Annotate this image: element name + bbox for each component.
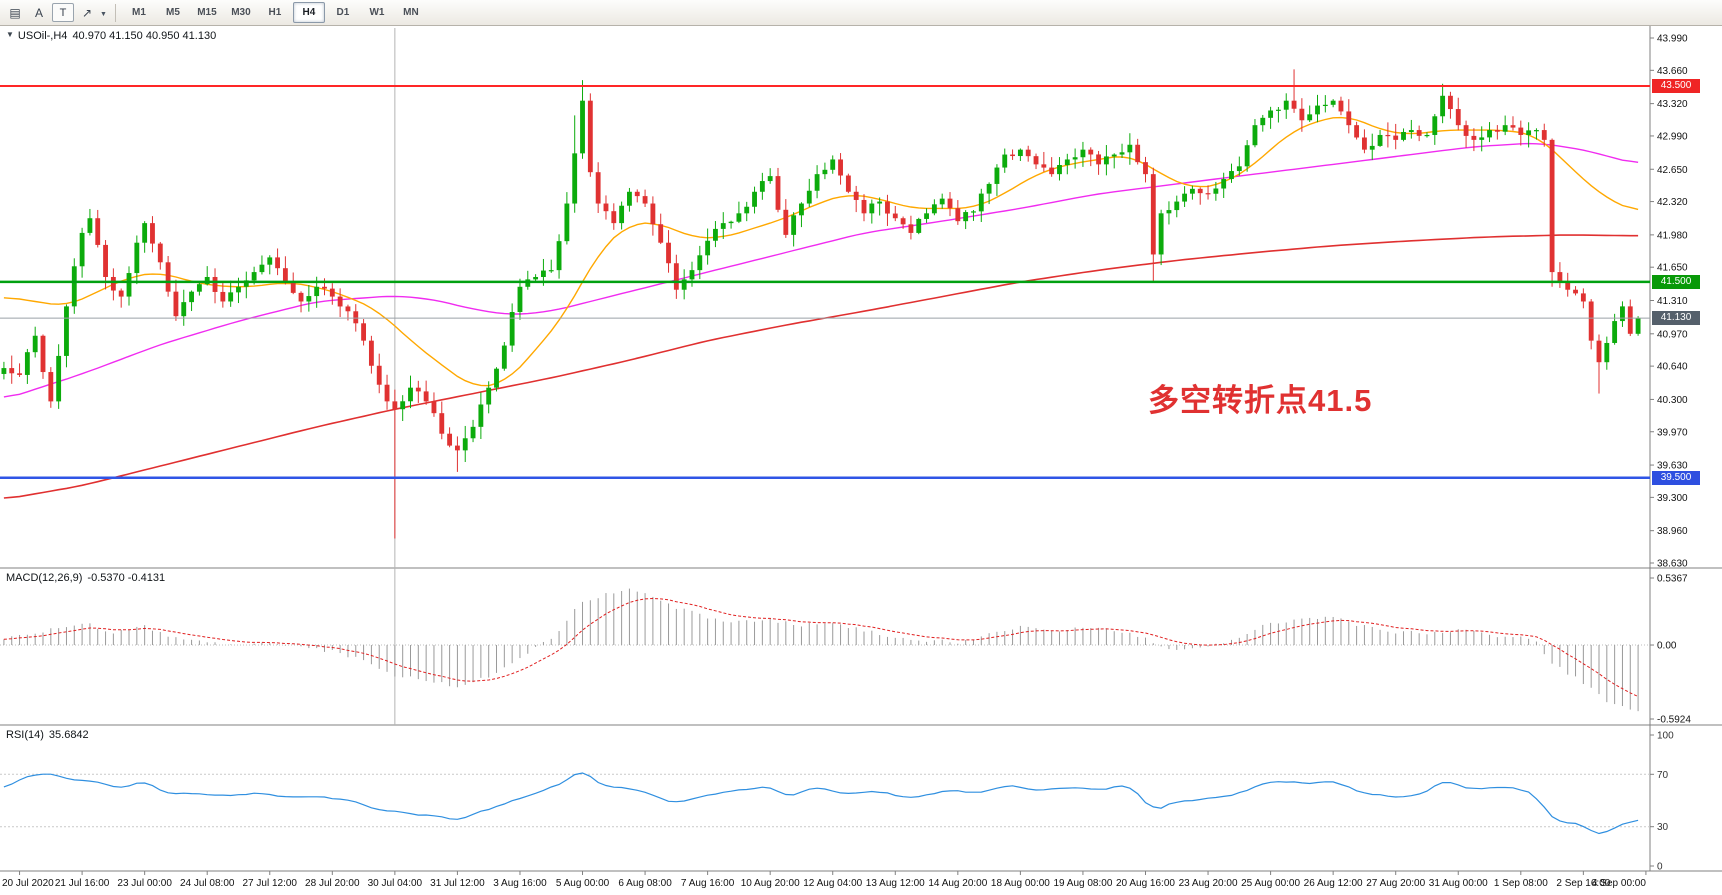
- svg-text:100: 100: [1657, 731, 1674, 742]
- price-marker-41.500: 41.500: [1652, 274, 1700, 289]
- rsi-line: [3, 772, 1639, 835]
- svg-text:30 Jul 04:00: 30 Jul 04:00: [368, 878, 423, 889]
- text-tool-button[interactable]: A: [34, 5, 43, 20]
- chart-grid-icon[interactable]: ▤: [9, 5, 21, 20]
- timeframe-button-m30[interactable]: M30: [231, 7, 251, 18]
- ohlc-values: 40.970 41.150 40.950 41.130: [72, 30, 217, 42]
- svg-text:0.5367: 0.5367: [1657, 574, 1688, 585]
- svg-text:10 Aug 20:00: 10 Aug 20:00: [741, 878, 800, 889]
- timeframe-toolbar: M1 M5 M15 M30 H1 H4 D1 W1 MN: [123, 2, 427, 23]
- macd-signal-line: [3, 597, 1639, 697]
- timeframe-button-w1[interactable]: W1: [369, 7, 385, 18]
- macd-label: MACD(12,26,9) -0.5370 -0.4131: [6, 572, 165, 584]
- svg-text:28 Jul 20:00: 28 Jul 20:00: [305, 878, 360, 889]
- timeframe-button-mn[interactable]: MN: [403, 7, 419, 18]
- candles: [1, 69, 1641, 539]
- svg-text:14 Aug 20:00: 14 Aug 20:00: [928, 878, 987, 889]
- svg-text:19 Aug 08:00: 19 Aug 08:00: [1053, 878, 1112, 889]
- svg-text:4 Sep 00:00: 4 Sep 00:00: [1592, 878, 1646, 889]
- svg-text:41.980: 41.980: [1657, 230, 1688, 241]
- chart-toolbar: ▤ A T ↗ ▼ M1 M5 M15 M30 H1 H4 D1 W1 MN: [0, 0, 1722, 26]
- rsi-panel: [0, 772, 1650, 835]
- svg-text:23 Aug 20:00: 23 Aug 20:00: [1179, 878, 1238, 889]
- svg-text:20 Jul 2020: 20 Jul 2020: [2, 878, 54, 889]
- rsi-scale[interactable]: 100 70 30 0: [1650, 731, 1674, 873]
- rsi-label: RSI(14) 35.6842: [6, 729, 89, 741]
- price-marker-39.500: 39.500: [1652, 470, 1700, 485]
- toolbar-separator: [114, 3, 116, 22]
- svg-text:20 Aug 16:00: 20 Aug 16:00: [1116, 878, 1175, 889]
- rsi-indicator-values: 35.6842: [48, 729, 89, 741]
- svg-text:23 Jul 00:00: 23 Jul 00:00: [117, 878, 172, 889]
- svg-text:26 Aug 12:00: 26 Aug 12:00: [1304, 878, 1363, 889]
- svg-text:31 Aug 00:00: 31 Aug 00:00: [1429, 878, 1488, 889]
- timeframe-button-m5[interactable]: M5: [165, 7, 180, 18]
- chart-canvas[interactable]: 43.990 43.660 43.320 42.990 42.650 42.320 41.9…: [0, 26, 1722, 895]
- ma-slow-red: [3, 234, 1639, 499]
- svg-text:12 Aug 04:00: 12 Aug 04:00: [803, 878, 862, 889]
- symbol-dropdown-icon[interactable]: ▼: [6, 30, 14, 39]
- svg-text:43.660: 43.660: [1657, 66, 1688, 77]
- svg-text:42.650: 42.650: [1657, 165, 1688, 176]
- time-scale[interactable]: 20 Jul 2020 21 Jul 16:00 23 Jul 00:00 24 Ju…: [2, 871, 1647, 889]
- svg-text:7 Aug 16:00: 7 Aug 16:00: [681, 878, 735, 889]
- svg-text:40.970: 40.970: [1657, 329, 1688, 340]
- svg-text:5 Aug 00:00: 5 Aug 00:00: [556, 878, 610, 889]
- svg-text:40.300: 40.300: [1657, 395, 1688, 406]
- svg-text:39.300: 39.300: [1657, 493, 1688, 504]
- arrow-tool-dropdown-icon[interactable]: ▼: [100, 11, 107, 18]
- svg-text:27 Jul 12:00: 27 Jul 12:00: [243, 878, 298, 889]
- svg-text:30: 30: [1657, 822, 1669, 833]
- price-marker-41.130: 41.130: [1652, 311, 1700, 326]
- panel-separators: [0, 26, 1722, 872]
- svg-text:38.960: 38.960: [1657, 526, 1688, 537]
- svg-text:43.990: 43.990: [1657, 34, 1688, 45]
- price-marker-43.500: 43.500: [1652, 78, 1700, 93]
- svg-text:2 Sep 16:00: 2 Sep 16:00: [1556, 878, 1610, 889]
- svg-text:39.630: 39.630: [1657, 461, 1688, 472]
- timeframe-button-m15[interactable]: M15: [197, 7, 217, 18]
- svg-text:42.990: 42.990: [1657, 131, 1688, 142]
- svg-text:41.310: 41.310: [1657, 296, 1688, 307]
- svg-text:0.00: 0.00: [1657, 641, 1677, 652]
- ma-mid-magenta: [3, 142, 1639, 398]
- timeframe-button-m1[interactable]: M1: [131, 7, 146, 18]
- chart-title: ▼ USOil-,H4 40.970 41.150 40.950 41.130: [6, 30, 216, 42]
- svg-text:21 Jul 16:00: 21 Jul 16:00: [55, 878, 110, 889]
- svg-text:41.650: 41.650: [1657, 263, 1688, 274]
- svg-text:24 Jul 08:00: 24 Jul 08:00: [180, 878, 235, 889]
- macd-indicator-name: MACD(12,26,9): [6, 572, 83, 584]
- svg-text:31 Jul 12:00: 31 Jul 12:00: [430, 878, 485, 889]
- svg-text:25 Aug 00:00: 25 Aug 00:00: [1241, 878, 1300, 889]
- svg-text:-0.5924: -0.5924: [1657, 715, 1691, 726]
- svg-text:3 Aug 16:00: 3 Aug 16:00: [493, 878, 547, 889]
- arrow-tool-button[interactable]: ↗: [81, 5, 93, 20]
- ma-fast-orange: [3, 116, 1639, 387]
- svg-text:18 Aug 00:00: 18 Aug 00:00: [991, 878, 1050, 889]
- timeframe-button-h4[interactable]: H4: [292, 2, 325, 23]
- symbol-period-label: USOil-,H4: [17, 30, 68, 42]
- svg-text:39.970: 39.970: [1657, 427, 1688, 438]
- svg-text:40.640: 40.640: [1657, 362, 1688, 373]
- svg-text:0: 0: [1657, 862, 1663, 873]
- text-label-tool-button[interactable]: T: [52, 3, 74, 22]
- svg-text:38.630: 38.630: [1657, 559, 1688, 570]
- svg-text:13 Aug 12:00: 13 Aug 12:00: [866, 878, 925, 889]
- svg-text:1 Sep 08:00: 1 Sep 08:00: [1494, 878, 1548, 889]
- chart-text-annotation[interactable]: 多空转折点41.5: [1148, 383, 1373, 418]
- chart-area[interactable]: 43.990 43.660 43.320 42.990 42.650 42.320 41.9…: [0, 26, 1722, 895]
- svg-text:70: 70: [1657, 770, 1669, 781]
- rsi-indicator-name: RSI(14): [6, 729, 44, 741]
- svg-text:27 Aug 20:00: 27 Aug 20:00: [1366, 878, 1425, 889]
- macd-indicator-values: -0.5370 -0.4131: [87, 572, 166, 584]
- timeframe-button-d1[interactable]: D1: [336, 7, 350, 18]
- price-scale[interactable]: 43.990 43.660 43.320 42.990 42.650 42.320 41.9…: [1650, 34, 1688, 570]
- macd-scale[interactable]: 0.5367 0.00 -0.5924: [1650, 574, 1691, 726]
- svg-text:42.320: 42.320: [1657, 197, 1688, 208]
- macd-histogram: [0, 588, 1650, 712]
- timeframe-button-h1[interactable]: H1: [268, 7, 282, 18]
- svg-text:43.320: 43.320: [1657, 99, 1688, 110]
- svg-text:6 Aug 08:00: 6 Aug 08:00: [618, 878, 672, 889]
